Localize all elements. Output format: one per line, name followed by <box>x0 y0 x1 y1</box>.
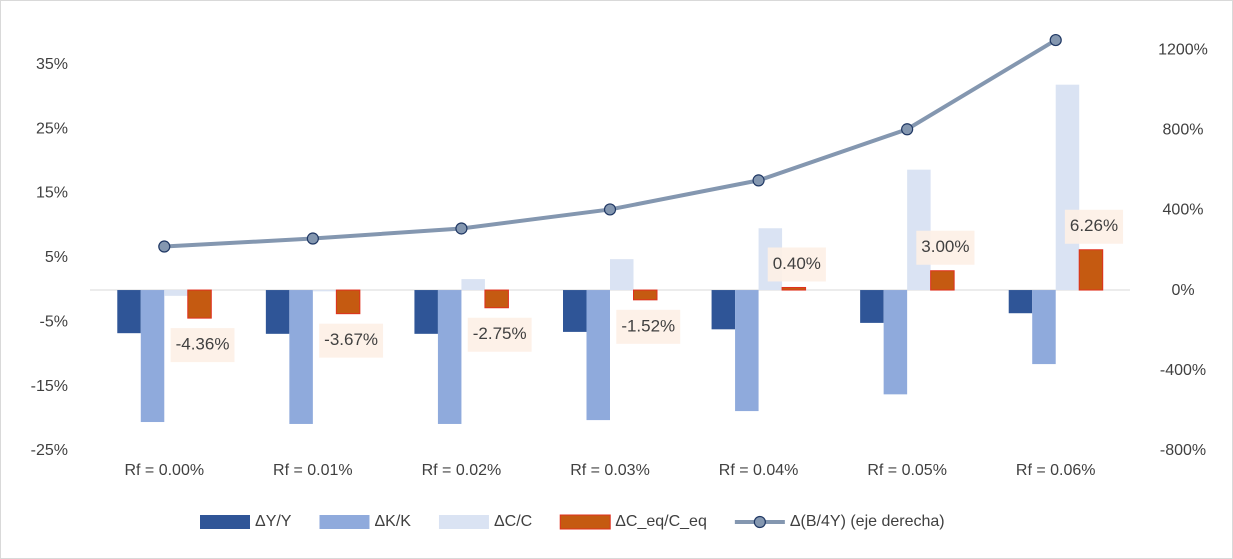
bar <box>610 259 634 291</box>
line-marker <box>306 232 319 245</box>
data-label-text: 6.26% <box>1070 216 1118 235</box>
bar <box>117 290 141 334</box>
line-marker <box>901 123 914 136</box>
data-label-box <box>616 309 681 344</box>
data-label-text: 0.40% <box>773 254 821 273</box>
data-label-text: 3.00% <box>921 237 969 256</box>
bar <box>1055 84 1080 291</box>
bar <box>563 290 587 332</box>
y2-tick-label: 400% <box>1163 202 1204 219</box>
y-tick-label: -5% <box>40 313 68 330</box>
legend-label: ΔK/K <box>374 513 411 530</box>
line-marker <box>1049 33 1062 47</box>
data-label-box <box>767 247 826 282</box>
y2-tick-label: 800% <box>1163 121 1204 138</box>
y2-tick-label: 0% <box>1171 282 1194 299</box>
y-tick-label: 15% <box>36 185 68 202</box>
y2-tick-label: -400% <box>1160 362 1206 379</box>
legend-label: ΔC/C <box>494 513 532 530</box>
data-label-text: -3.67% <box>324 330 378 349</box>
bar <box>1032 290 1056 365</box>
legend-label: Δ(B/4Y) (eje derecha) <box>790 513 945 530</box>
x-tick-label: Rf = 0.01% <box>273 462 353 479</box>
data-label-text: -2.75% <box>473 324 527 343</box>
y-tick-label: 25% <box>36 120 68 137</box>
bar <box>883 290 908 395</box>
legend-label: ΔY/Y <box>255 513 292 530</box>
data-label: -1.52% <box>616 309 681 344</box>
y2-tick-label: -800% <box>1160 442 1206 459</box>
data-label-box <box>319 323 384 358</box>
legend-swatch <box>438 515 489 529</box>
y2-tick-label: 1200% <box>1158 41 1208 58</box>
bar <box>461 279 485 291</box>
bar <box>860 290 884 323</box>
bar <box>335 289 361 315</box>
x-tick-label: Rf = 0.00% <box>124 462 204 479</box>
legend-marker <box>753 515 766 529</box>
bar <box>265 290 290 334</box>
data-label-box <box>467 317 532 352</box>
x-tick-label: Rf = 0.04% <box>719 462 799 479</box>
y-tick-label: -25% <box>31 442 68 459</box>
bar <box>586 290 610 421</box>
line-marker <box>455 222 468 235</box>
data-label-text: -4.36% <box>176 335 230 354</box>
bar <box>164 290 188 296</box>
line-marker <box>603 203 617 216</box>
legend-swatch <box>200 515 250 529</box>
bar <box>930 270 955 291</box>
bar <box>414 290 438 334</box>
x-tick-label: Rf = 0.02% <box>422 462 502 479</box>
y-tick-label: -15% <box>31 378 68 395</box>
legend-swatch <box>559 514 611 530</box>
bar <box>1008 290 1033 314</box>
bar <box>735 290 759 412</box>
x-tick-label: Rf = 0.03% <box>570 462 650 479</box>
bar <box>1078 249 1104 291</box>
bar <box>907 169 931 291</box>
data-label: -4.36% <box>170 328 235 363</box>
bar <box>633 289 658 301</box>
x-tick-label: Rf = 0.06% <box>1016 462 1096 479</box>
bar <box>711 290 736 330</box>
data-label-box <box>170 328 235 363</box>
bar <box>437 290 462 424</box>
bar <box>289 290 313 424</box>
bar <box>187 289 212 319</box>
bar <box>781 286 807 291</box>
bar <box>140 290 165 423</box>
data-label-box <box>1064 209 1124 244</box>
bar <box>484 289 509 309</box>
data-label-text: -1.52% <box>621 316 675 335</box>
line-marker <box>752 174 765 187</box>
data-label: 6.26% <box>1064 209 1124 244</box>
legend-swatch <box>319 515 370 529</box>
y-tick-label: 5% <box>45 249 68 266</box>
bar <box>312 290 337 292</box>
data-label: 3.00% <box>916 230 975 265</box>
data-label-box <box>916 230 975 265</box>
y-tick-label: 35% <box>36 56 68 73</box>
data-label: 0.40% <box>767 247 826 282</box>
line-marker <box>158 240 171 253</box>
data-label: -2.75% <box>467 317 532 352</box>
data-label: -3.67% <box>319 323 384 358</box>
x-tick-label: Rf = 0.05% <box>867 462 947 479</box>
legend-label: ΔC_eq/C_eq <box>615 513 707 530</box>
